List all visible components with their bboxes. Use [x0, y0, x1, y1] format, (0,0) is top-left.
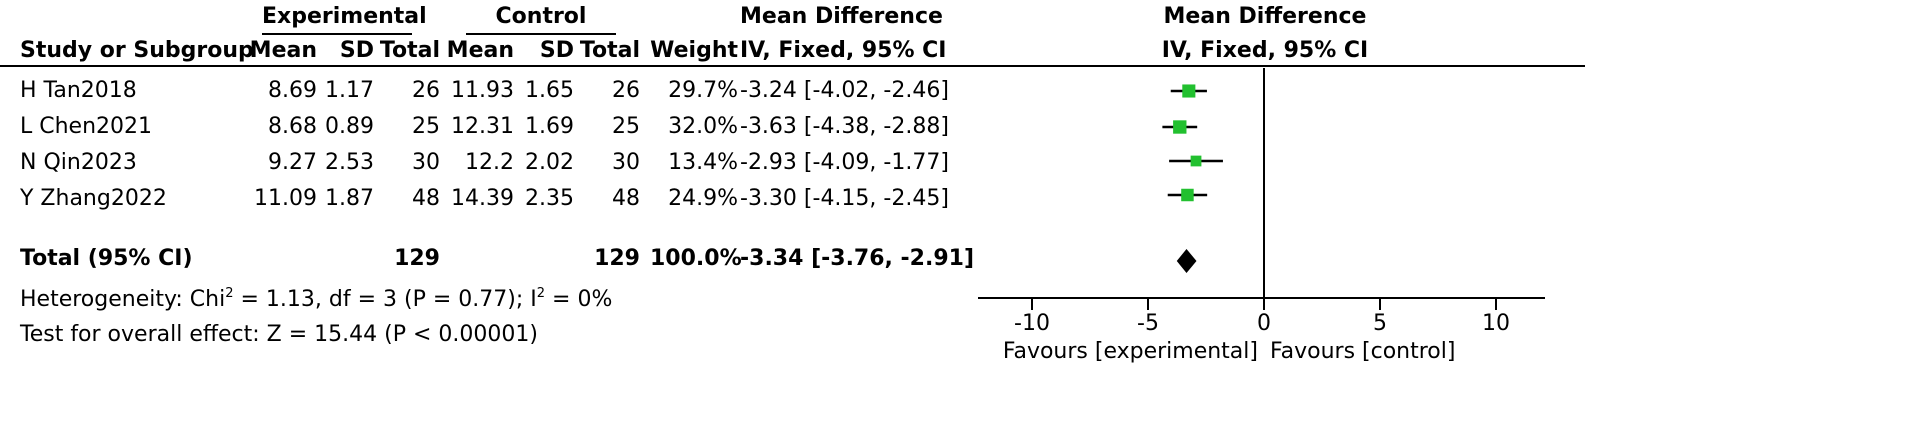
total-weight: 100.0%	[650, 246, 742, 271]
col-exp-sd-header: SD	[339, 38, 374, 63]
heterogeneity-text: Heterogeneity: Chi2 = 1.13, df = 3 (P = …	[20, 285, 613, 312]
study-effect-marker	[1182, 84, 1196, 98]
exp-sd: 1.87	[325, 186, 374, 211]
overall-effect-text: Test for overall effect: Z = 15.44 (P < …	[20, 322, 538, 347]
x-tick-label: -10	[1014, 311, 1050, 336]
ctrl-mean: 12.31	[451, 114, 514, 139]
ctrl-sd: 1.69	[525, 114, 574, 139]
col-ctrl-total-header: Total	[579, 38, 640, 63]
exp-sd: 1.17	[325, 78, 374, 103]
study-name: Y Zhang2022	[20, 186, 167, 211]
col-exp-total-header: Total	[379, 38, 440, 63]
total-effect-ci: -3.34 [-3.76, -2.91]	[740, 246, 975, 271]
ctrl-total: 30	[612, 150, 640, 175]
effect-ci: -2.93 [-4.09, -1.77]	[740, 150, 949, 175]
col-weight-header: Weight	[650, 38, 738, 63]
ctrl-total: 25	[612, 114, 640, 139]
col-exp-mean-header: Mean	[249, 38, 317, 63]
exp-sd: 2.53	[325, 150, 374, 175]
effect-ci: -3.30 [-4.15, -2.45]	[740, 186, 949, 211]
md-column-subtitle: IV, Fixed, 95% CI	[740, 38, 947, 63]
col-ctrl-mean-header: Mean	[446, 38, 514, 63]
col-ctrl-sd-header: SD	[539, 38, 574, 63]
exp-mean: 8.69	[268, 78, 317, 103]
pooled-diamond	[1176, 249, 1197, 273]
ctrl-sd: 2.02	[525, 150, 574, 175]
study-name: L Chen2021	[20, 114, 153, 139]
x-tick-label: 5	[1373, 311, 1387, 336]
exp-total: 30	[412, 150, 440, 175]
experimental-underline	[262, 33, 412, 35]
exp-sd: 0.89	[325, 114, 374, 139]
x-tick-label: 0	[1257, 311, 1271, 336]
weight: 29.7%	[668, 78, 738, 103]
x-tick-label: 10	[1482, 311, 1510, 336]
plot-subtitle: IV, Fixed, 95% CI	[1161, 38, 1369, 63]
weight: 24.9%	[668, 186, 738, 211]
ctrl-sd: 2.35	[525, 186, 574, 211]
x-tick-label: -5	[1137, 311, 1159, 336]
exp-total: 25	[412, 114, 440, 139]
experimental-group-header: Experimental	[262, 4, 427, 29]
exp-mean: 11.09	[254, 186, 317, 211]
ctrl-sd: 1.65	[525, 78, 574, 103]
ctrl-mean: 14.39	[451, 186, 514, 211]
effect-ci: -3.24 [-4.02, -2.46]	[740, 78, 949, 103]
exp-total: 26	[412, 78, 440, 103]
effect-ci: -3.63 [-4.38, -2.88]	[740, 114, 949, 139]
favours-left-label: Favours [experimental]	[1003, 339, 1258, 364]
exp-mean: 8.68	[268, 114, 317, 139]
study-effect-marker	[1181, 188, 1194, 202]
favours-right-label: Favours [control]	[1270, 339, 1455, 364]
exp-total: 48	[412, 186, 440, 211]
header-divider	[0, 65, 1585, 67]
study-effect-marker	[1173, 120, 1187, 134]
exp-mean: 9.27	[268, 150, 317, 175]
control-group-header: Control	[495, 4, 587, 29]
weight: 13.4%	[668, 150, 738, 175]
control-underline	[466, 33, 616, 35]
study-name: H Tan2018	[20, 78, 137, 103]
col-study-header: Study or Subgroup	[20, 38, 254, 63]
plot-title: Mean Difference	[1163, 4, 1367, 29]
total-label: Total (95% CI)	[20, 246, 193, 271]
total-exp-n: 129	[394, 246, 440, 271]
ctrl-mean: 11.93	[451, 78, 514, 103]
weight: 32.0%	[668, 114, 738, 139]
study-effect-marker	[1190, 155, 1202, 167]
md-column-title: Mean Difference	[740, 4, 943, 29]
ctrl-total: 26	[612, 78, 640, 103]
total-ctrl-n: 129	[594, 246, 640, 271]
ctrl-mean: 12.2	[465, 150, 514, 175]
study-name: N Qin2023	[20, 150, 137, 175]
ctrl-total: 48	[612, 186, 640, 211]
